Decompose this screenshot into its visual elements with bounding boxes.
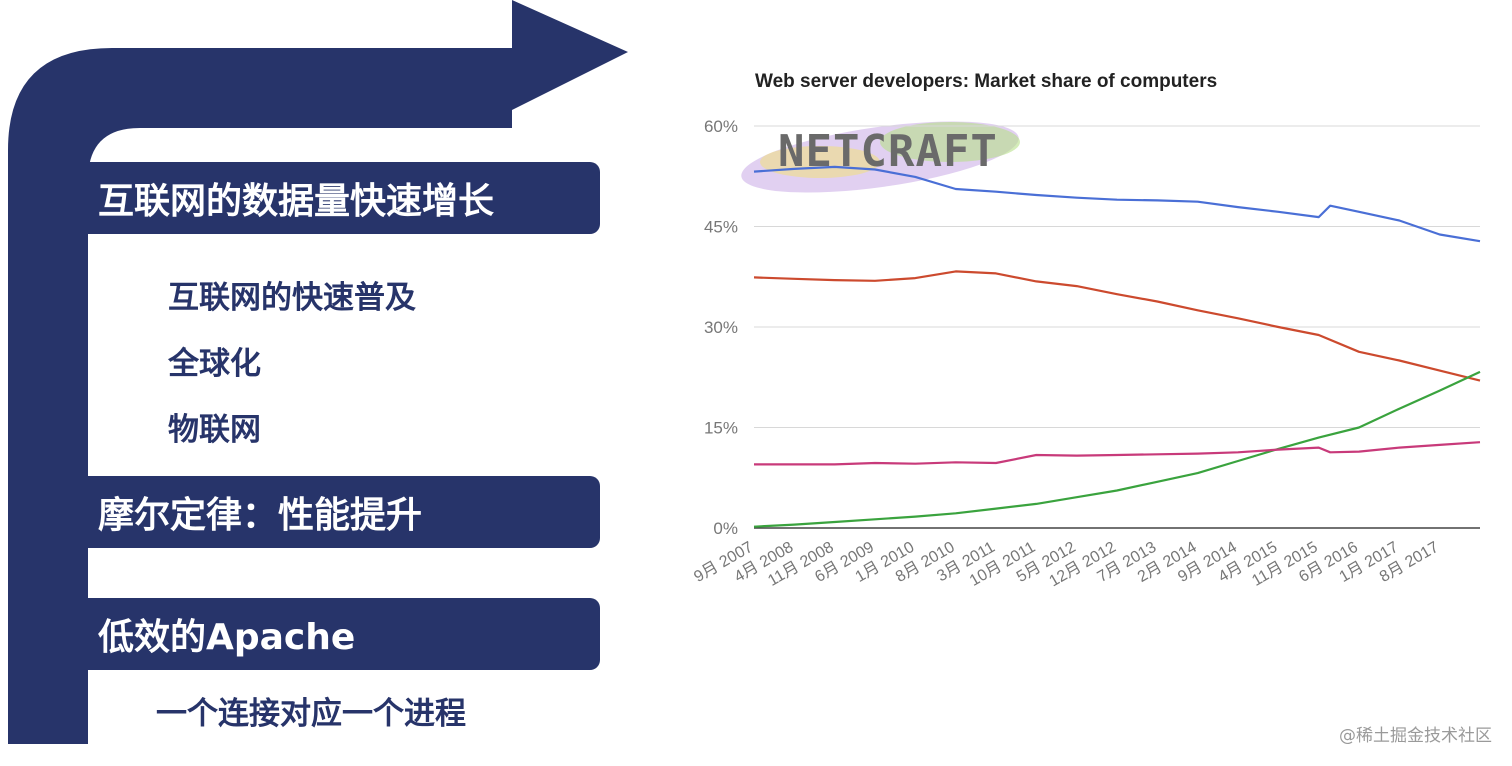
series-line-3 — [754, 441, 1481, 466]
section-title-apache: 低效的Apache — [88, 598, 600, 670]
market-share-chart: Web server developers: Market share of c… — [691, 71, 1481, 590]
item-globalization: 全球化 — [168, 346, 261, 382]
item-iot: 物联网 — [168, 412, 261, 448]
y-tick-label: 0% — [713, 519, 738, 538]
arrow-shape — [8, 0, 628, 744]
item-internet-adoption: 互联网的快速普及 — [168, 280, 416, 316]
y-tick-label: 45% — [704, 218, 738, 237]
flow-arrow — [8, 0, 628, 744]
chart-title: Web server developers: Market share of c… — [755, 71, 1217, 92]
y-tick-label: 15% — [704, 419, 738, 438]
section-title-moores-law: 摩尔定律：性能提升 — [88, 476, 600, 548]
site-watermark: @稀土掘金技术社区 — [1339, 726, 1492, 746]
series-line-2 — [753, 370, 1481, 528]
netcraft-logo-text: NETCRAFT — [778, 126, 998, 177]
series-line-0 — [753, 165, 1481, 243]
item-connection-per-process: 一个连接对应一个进程 — [156, 696, 466, 732]
series-line-1 — [753, 270, 1481, 382]
section-title-data-growth: 互联网的数据量快速增长 — [88, 162, 600, 234]
y-tick-label: 30% — [704, 318, 738, 337]
y-tick-label: 60% — [704, 117, 738, 136]
